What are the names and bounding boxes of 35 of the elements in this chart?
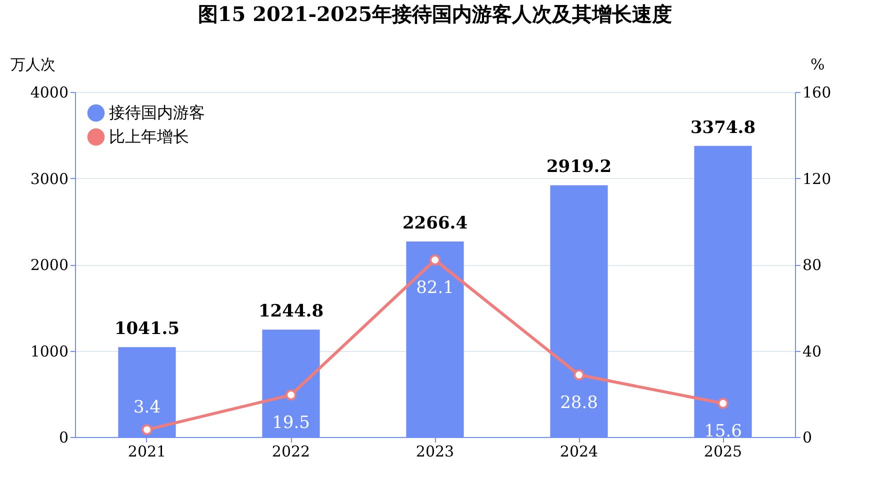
point [142, 424, 152, 436]
chart-title: 图15 2021-2025年接待国内游客人次及其增长速度 [198, 2, 672, 26]
x-tick-label: 2023 [416, 442, 454, 460]
legend-label: 比上年增长 [109, 127, 189, 146]
y2-tick-label: 80 [802, 256, 822, 274]
y2-tick-label: 120 [802, 170, 832, 188]
legend-label: 接待国内游客 [109, 103, 205, 122]
point [718, 398, 728, 409]
y2-tick-label: 40 [802, 342, 822, 360]
y-tick-label: 4000 [30, 84, 68, 102]
y-tick-label: 1000 [30, 342, 68, 360]
y2-tick-label: 160 [802, 84, 832, 102]
data-label: 1244.8 [258, 302, 324, 322]
x-tick-label: 2022 [272, 442, 310, 460]
point [286, 389, 296, 400]
data-label: 3.4 [133, 398, 161, 418]
y2-tick-label: 0 [802, 428, 812, 446]
data-label: 82.1 [416, 278, 454, 298]
data-label: 19.5 [272, 412, 310, 433]
y-tick-label: 3000 [30, 170, 68, 188]
x-tick-label: 2025 [704, 442, 742, 460]
point [574, 369, 584, 380]
x-tick-label: 2024 [560, 442, 598, 460]
data-label: 28.8 [560, 392, 598, 413]
data-label: 2919.2 [546, 157, 612, 178]
y-axis-title: 万人次 [10, 56, 56, 74]
point [430, 254, 440, 266]
y-tick-label: 0 [58, 428, 68, 446]
x-tick-label: 2021 [128, 442, 166, 460]
y2-axis-title: % [810, 56, 825, 74]
data-label: 3374.8 [690, 118, 756, 138]
data-label: 2266.4 [402, 214, 468, 234]
y-tick-label: 2000 [30, 256, 68, 274]
data-label: 15.6 [704, 421, 742, 442]
data-label: 1041.5 [114, 319, 180, 340]
